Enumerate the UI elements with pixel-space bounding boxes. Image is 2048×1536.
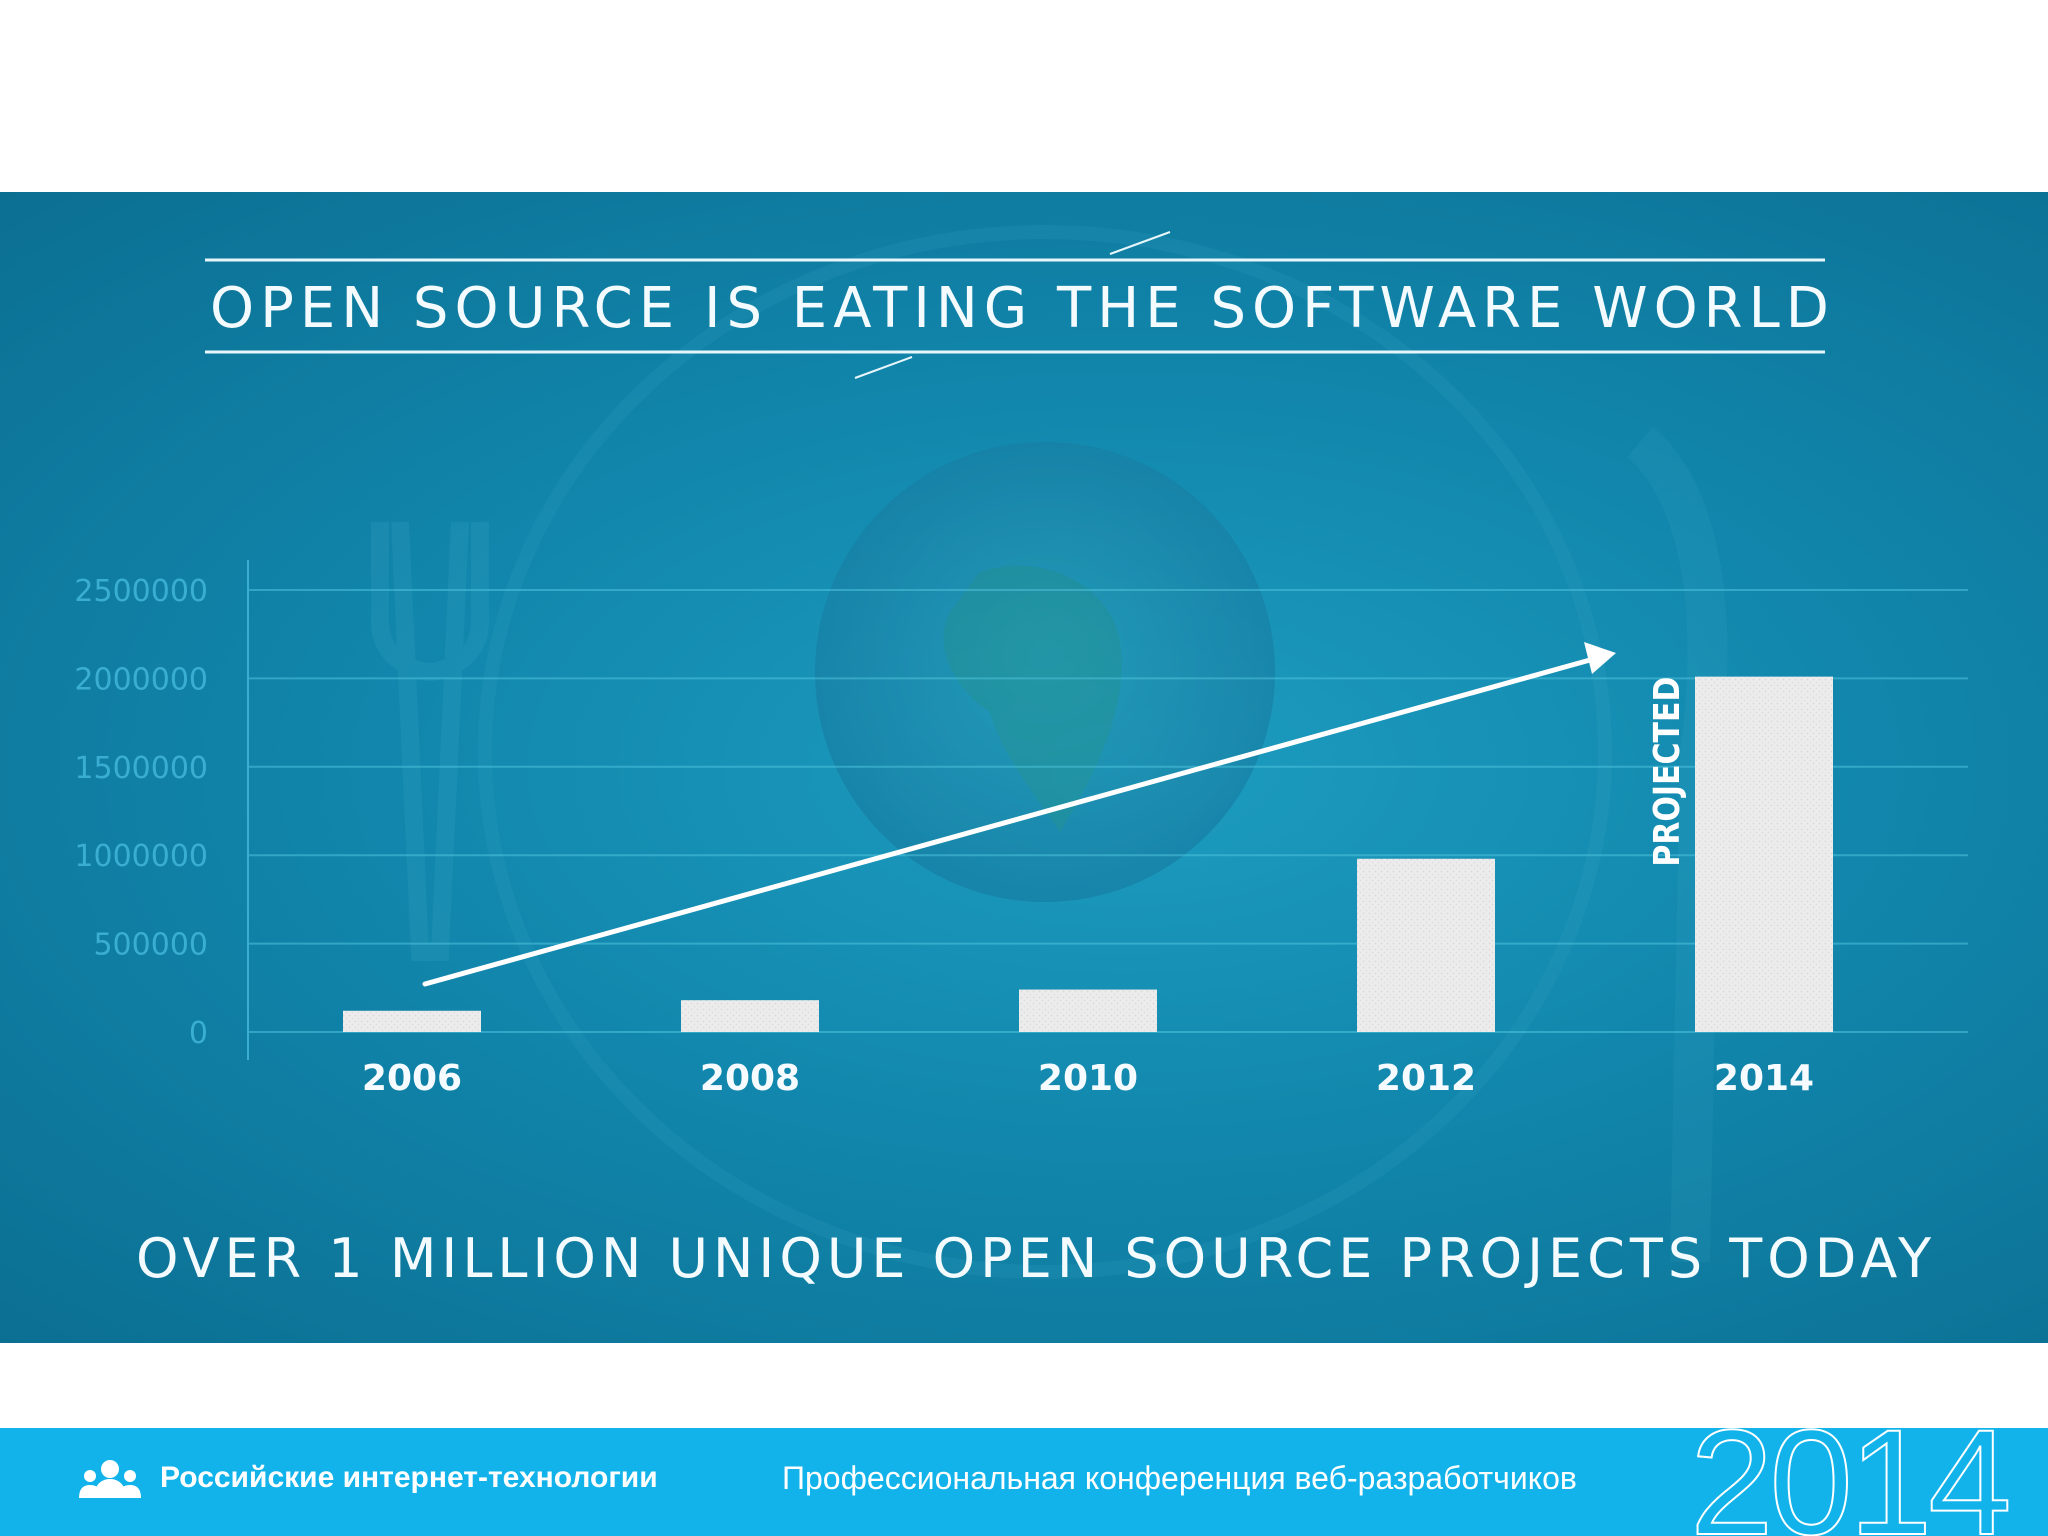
x-axis-ticks: 2006 2008 2010 2012 2014 [362, 1058, 1814, 1099]
title-rules [205, 231, 1825, 379]
x-tick-label: 2008 [700, 1058, 800, 1099]
y-tick-label: 500000 [93, 928, 208, 963]
chart-caption: OVER 1 MILLION UNIQUE OPEN SOURCE PROJEC… [136, 1227, 1937, 1290]
footer-bar: Российские интернет-технологии Профессио… [0, 1428, 2048, 1536]
projected-label: PROJECTED [1647, 677, 1688, 867]
bar [343, 1010, 481, 1032]
projected-annotation: PROJECTED [1647, 677, 1688, 867]
trend-arrow [422, 642, 1616, 987]
y-tick-label: 1500000 [74, 751, 208, 786]
background-illustration [371, 225, 1728, 1279]
bar-chart: 0 500000 1000000 1500000 2000000 2500000 2006… [74, 225, 1968, 1279]
y-tick-label: 0 [189, 1016, 208, 1051]
y-tick-label: 2500000 [74, 574, 208, 609]
x-tick-label: 2010 [1038, 1058, 1138, 1099]
footer-conference-name: Профессиональная конференция веб-разрабо… [782, 1460, 1577, 1496]
arrow-head-icon [1584, 642, 1616, 674]
x-tick-label: 2006 [362, 1058, 462, 1099]
people-icon [79, 1460, 141, 1498]
chart-slide: 0 500000 1000000 1500000 2000000 2500000 2006… [0, 192, 2048, 1343]
bars [343, 676, 1833, 1032]
y-axis-ticks: 0 500000 1000000 1500000 2000000 2500000 [74, 574, 208, 1051]
bar [1357, 858, 1495, 1032]
chart-title: OPEN SOURCE IS EATING THE SOFTWARE WORLD [210, 276, 1835, 341]
bar [1019, 989, 1157, 1032]
bar [1695, 676, 1833, 1032]
footer-org-name: Российские интернет-технологии [160, 1461, 658, 1494]
x-tick-label: 2012 [1376, 1058, 1476, 1099]
y-tick-label: 2000000 [74, 662, 208, 697]
bar [681, 1000, 819, 1032]
fork-icon [371, 521, 489, 961]
globe-icon [815, 442, 1275, 902]
plate-shape [478, 225, 1612, 1279]
x-tick-label: 2014 [1714, 1058, 1814, 1099]
trend-arrow-line [422, 657, 1593, 987]
continent-shape [943, 565, 1122, 832]
footer-year: 2014 [1689, 1428, 2013, 1536]
y-tick-label: 1000000 [74, 839, 208, 874]
